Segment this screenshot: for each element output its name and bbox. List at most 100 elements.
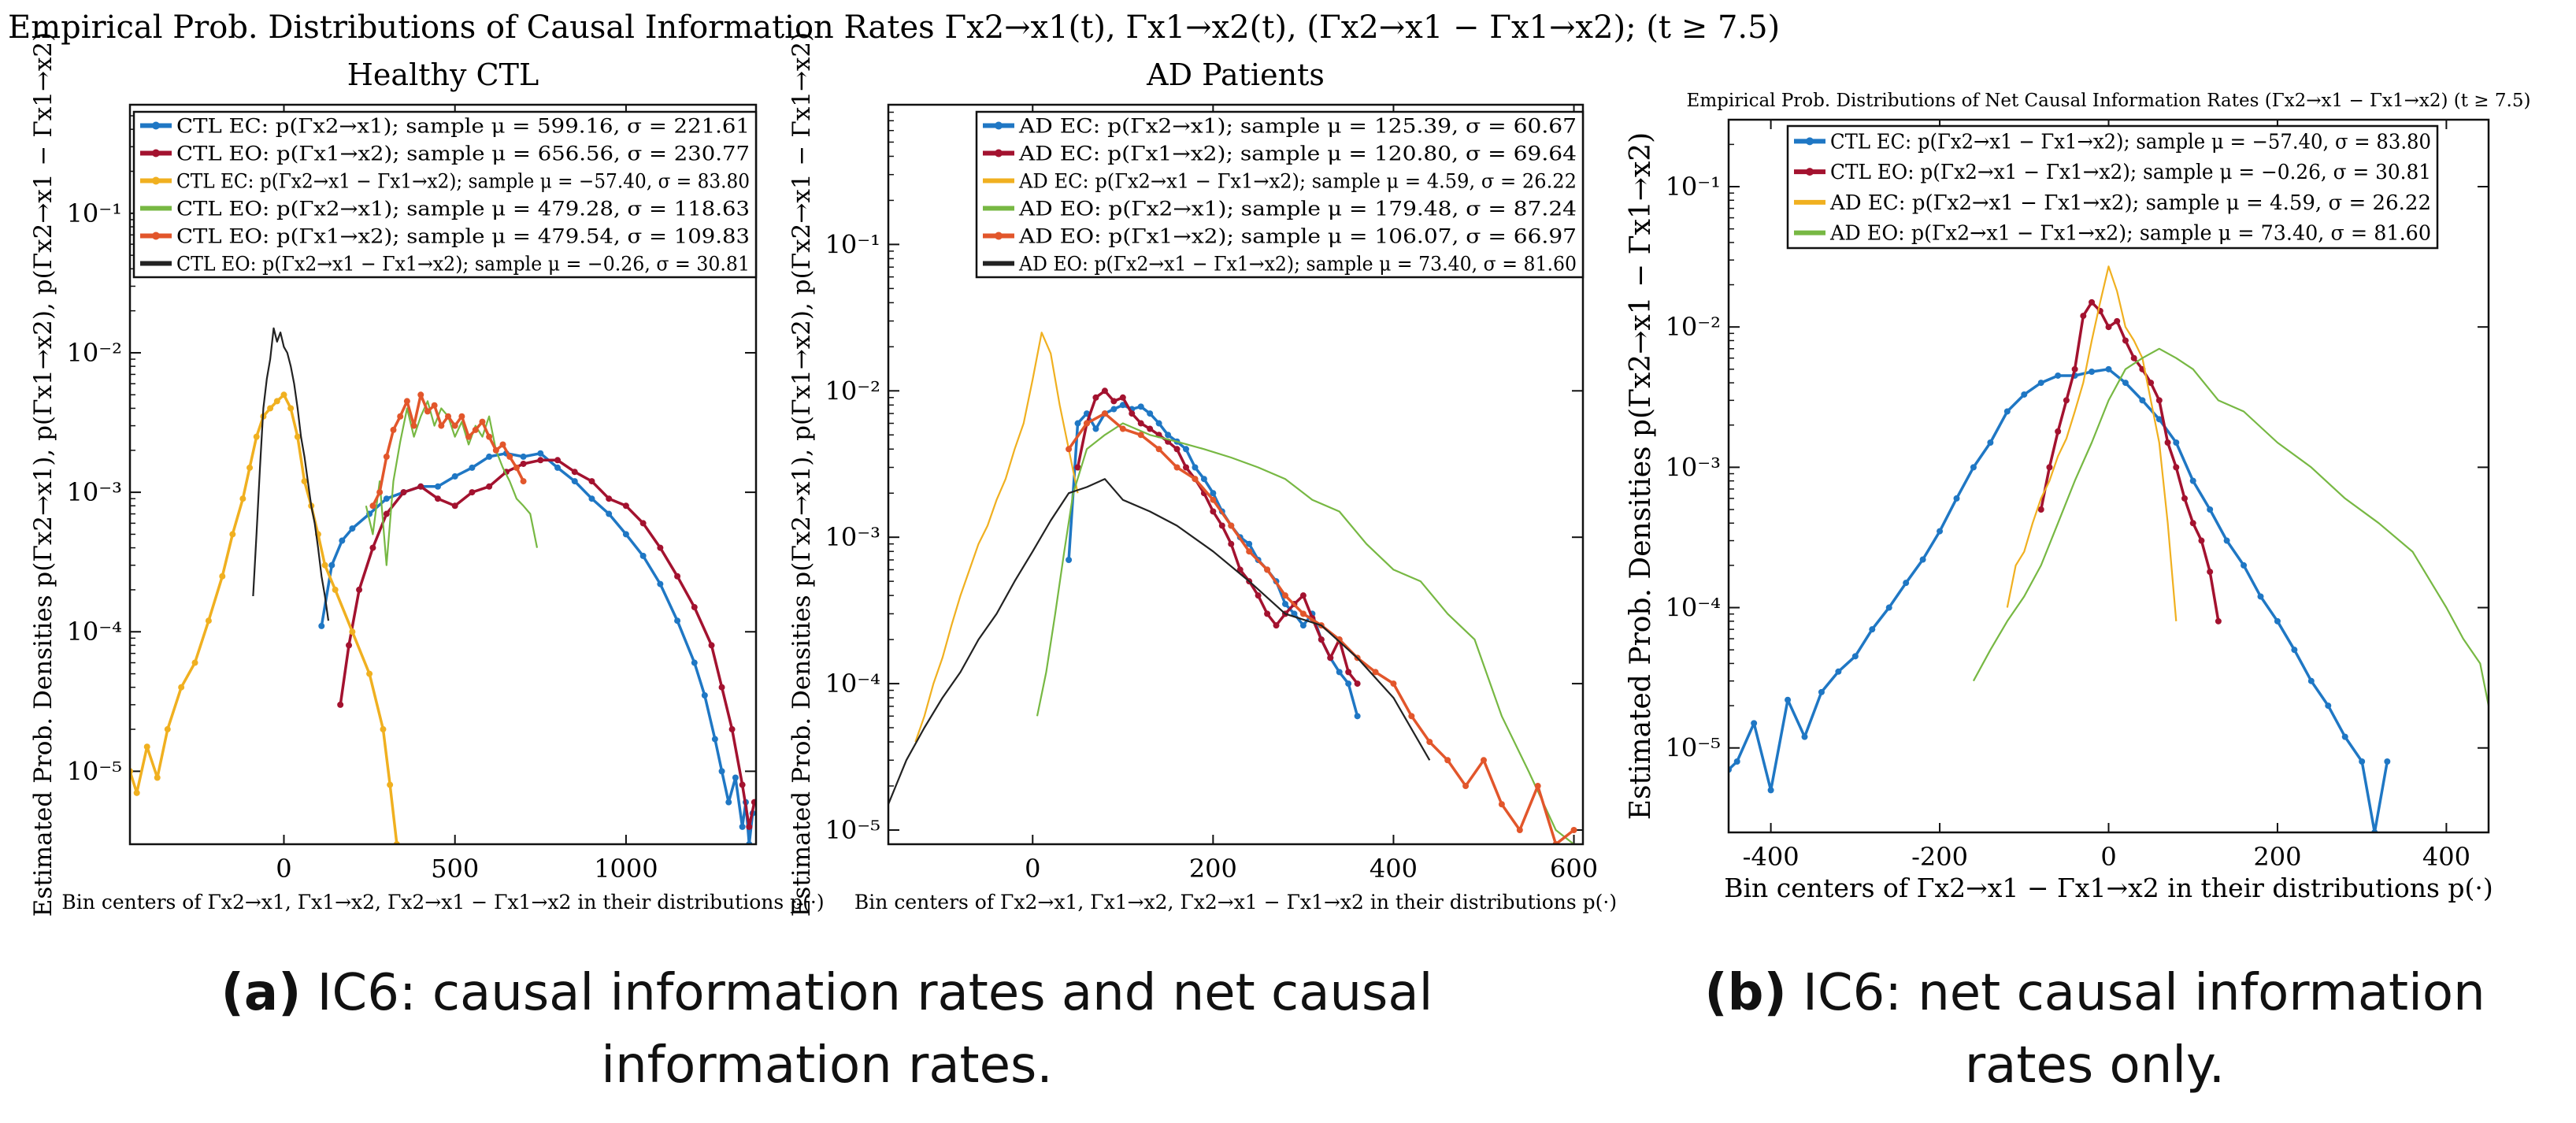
plot-area [130, 327, 756, 844]
data-point [1444, 757, 1451, 764]
y-tick-label: 10⁻¹ [67, 198, 122, 228]
data-point [1751, 720, 1758, 727]
caption-a-text: IC6: causal information rates and net ca… [317, 964, 1433, 1022]
data-point [417, 391, 424, 398]
caption-b-text: IC6: net causal information [1803, 964, 2485, 1022]
data-point [2046, 464, 2053, 471]
legend-entry: CTL EO: p(Γx2→x1); sample μ = 479.28, σ … [176, 197, 750, 220]
data-point [2021, 391, 2028, 398]
data-point [2037, 506, 2044, 513]
legend-entry: CTL EO: p(Γx2→x1 − Γx1→x2); sample μ = −… [1830, 161, 2431, 184]
data-point [2359, 758, 2366, 765]
data-point [1147, 425, 1154, 432]
series-line-black [888, 478, 1431, 805]
series-line-orange [371, 393, 525, 507]
data-point [2181, 495, 2188, 502]
data-point [205, 617, 212, 625]
series-line-orange [1067, 412, 1575, 844]
chart-title: Empirical Prob. Distributions of Net Cau… [1687, 91, 2531, 111]
data-point [2173, 439, 2180, 446]
data-point [708, 642, 715, 649]
data-point [424, 408, 431, 415]
data-point [178, 684, 185, 691]
y-tick-label: 10⁻⁵ [825, 815, 880, 845]
data-point [2037, 380, 2044, 387]
data-point [588, 478, 595, 485]
data-point [246, 464, 254, 471]
data-point [1192, 464, 1199, 471]
data-point [369, 544, 376, 551]
data-point [1851, 653, 1859, 660]
data-point [739, 823, 746, 830]
y-tick-label: 10⁻⁵ [67, 756, 122, 786]
legend-entry: CTL EC: p(Γx2→x1); sample μ = 599.16, σ … [176, 114, 750, 137]
data-point [1210, 508, 1217, 515]
data-point [674, 573, 681, 580]
data-point [520, 460, 527, 467]
data-point [1345, 680, 1352, 688]
data-point [472, 426, 479, 433]
data-point [486, 433, 493, 440]
data-point [143, 743, 150, 751]
data-point [280, 391, 287, 398]
y-tick-label: 10⁻² [1666, 312, 1721, 342]
x-tick-label: 200 [1189, 854, 1237, 884]
data-point [445, 413, 452, 420]
data-point [337, 701, 344, 708]
data-point [383, 495, 390, 502]
data-point [400, 489, 407, 496]
data-point [2122, 380, 2129, 387]
data-point [1092, 425, 1099, 432]
x-tick-label: 1000 [594, 854, 658, 884]
data-point [1236, 566, 1244, 573]
data-point [2089, 368, 2096, 375]
data-point [253, 433, 260, 440]
data-point [1066, 446, 1073, 453]
data-point [1155, 446, 1162, 453]
data-point [366, 670, 373, 677]
y-tick-label: 10⁻³ [67, 477, 122, 507]
data-point [1970, 464, 1977, 471]
data-point [1119, 425, 1126, 432]
data-point [1299, 622, 1307, 629]
series-line-green [1036, 422, 1575, 844]
legend-marker [152, 176, 160, 185]
data-point [1173, 446, 1181, 453]
data-point [728, 726, 736, 733]
data-point [1228, 522, 1235, 529]
legend-marker [152, 232, 160, 240]
data-point [1110, 406, 1118, 413]
data-point [1801, 733, 1808, 740]
x-tick-label: 400 [2422, 842, 2470, 872]
main-title: Empirical Prob. Distributions of Causal … [8, 9, 1780, 46]
data-point [571, 478, 578, 485]
data-point [2164, 439, 2171, 446]
data-point [397, 413, 404, 420]
caption-a-text2: information rates. [601, 1036, 1053, 1095]
data-point [2207, 569, 2214, 576]
data-point [1155, 420, 1162, 427]
data-point [417, 483, 424, 490]
data-point [499, 441, 506, 448]
data-point [718, 768, 725, 775]
data-point [1818, 688, 1825, 695]
data-point [657, 580, 664, 587]
data-point [451, 422, 458, 429]
data-point [2071, 365, 2078, 372]
data-point [1516, 826, 1523, 833]
data-point [1119, 394, 1126, 401]
data-point [1372, 669, 1379, 676]
data-point [191, 659, 198, 666]
data-point [691, 604, 698, 611]
data-point [1919, 556, 1926, 563]
data-point [1074, 420, 1081, 427]
data-point [2189, 520, 2196, 527]
data-point [746, 823, 753, 830]
legend-marker [995, 149, 1003, 158]
data-point [1210, 496, 1217, 503]
x-tick-label: 0 [2100, 842, 2116, 872]
data-point [691, 659, 698, 666]
legend-marker [995, 121, 1003, 130]
data-point [1137, 403, 1144, 410]
data-point [1835, 668, 1842, 675]
